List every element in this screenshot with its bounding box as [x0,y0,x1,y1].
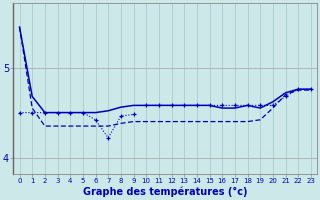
X-axis label: Graphe des températures (°c): Graphe des températures (°c) [83,187,247,197]
